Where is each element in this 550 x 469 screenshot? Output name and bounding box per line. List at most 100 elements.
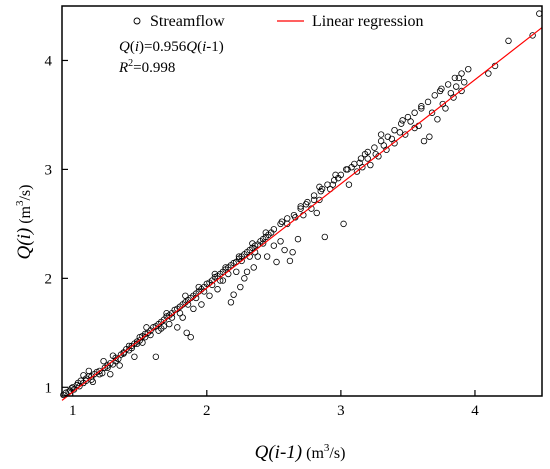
x-tick-label: 4 [471,403,479,419]
data-point [447,89,455,97]
data-point [461,79,468,86]
data-point [396,129,404,136]
y-tick-label: 3 [45,162,53,178]
data-point [163,310,170,317]
data-point [281,246,288,254]
data-point [208,281,216,289]
data-point [371,144,378,151]
regression-equation: Q(i)=0.956Q(i-1) [119,39,224,55]
regression-line [61,27,543,401]
data-point [452,83,460,90]
data-point [277,238,284,245]
y-axis-title: Q(i) (m3/s) [14,185,35,260]
data-point [313,209,320,217]
data-point [195,283,202,291]
data-point [367,161,374,169]
data-point [391,126,398,134]
data-point [485,70,492,77]
data-point [176,310,184,317]
data-point [411,109,418,116]
data-point [278,218,286,225]
data-point [241,275,248,282]
data-point [384,133,392,140]
data-point [259,240,267,247]
r-squared: R2=0.998 [118,58,175,76]
data-point [284,215,291,222]
data-point [297,205,304,212]
data-point [345,181,353,188]
data-point [80,372,87,379]
data-point [426,133,433,140]
data-point [116,362,123,369]
data-point [120,349,127,356]
data-point [270,242,278,249]
data-point [418,105,425,112]
data-point [402,131,409,138]
data-point [219,277,227,284]
plot-frame [61,5,543,397]
data-point [428,109,436,116]
data-point [329,181,337,188]
data-point [262,229,269,236]
y-tick-label: 1 [45,380,53,396]
data-point [434,116,441,123]
data-point [174,324,181,331]
data-point [198,301,205,308]
data-point [302,201,310,208]
data-point [66,387,74,394]
data-point [206,292,213,299]
data-point [399,117,406,124]
data-point [109,352,117,359]
data-point [160,323,168,330]
data-point [321,233,328,241]
data-point [107,371,114,378]
data-point [235,253,243,260]
data-point [455,74,463,82]
x-tick-label: 1 [69,403,77,419]
data-point [183,329,190,337]
data-point [398,120,405,127]
data-point [458,87,465,95]
legend-marker-streamflow [133,17,141,25]
legend-label-regression: Linear regression [312,13,424,30]
data-point [505,37,512,45]
data-point [273,258,280,266]
tick-marks [62,59,476,396]
data-point [286,257,294,265]
data-point [529,32,536,39]
data-point [182,292,189,299]
data-point [388,135,396,143]
data-point [155,327,162,334]
data-point [143,324,150,331]
data-point [166,320,173,328]
data-point [297,203,304,210]
data-point [439,100,446,108]
data-point [88,373,95,380]
data-point [152,353,160,360]
y-tick-label: 2 [45,271,53,287]
tick-labels: 1 2 3 4 1 2 3 4 [45,53,480,419]
data-point [343,166,350,173]
data-point [420,137,428,145]
data-point [353,168,361,175]
data-point [444,81,452,88]
data-point [222,264,229,271]
data-point [451,74,459,82]
data-point [243,268,251,276]
data-point [424,98,432,106]
data-point [249,240,256,247]
data-point [74,379,82,387]
data-point [214,286,221,293]
data-point [310,192,318,199]
data-point [332,171,339,179]
legend-label-streamflow: Streamflow [150,13,225,30]
data-point [190,305,197,313]
data-point [380,142,387,149]
x-axis-title: Q(i-1) (m3/s) [255,442,346,463]
data-point [356,159,363,167]
data-point [211,270,219,278]
data-point [230,291,237,298]
data-point [361,150,369,158]
x-tick-label: 2 [203,403,211,419]
